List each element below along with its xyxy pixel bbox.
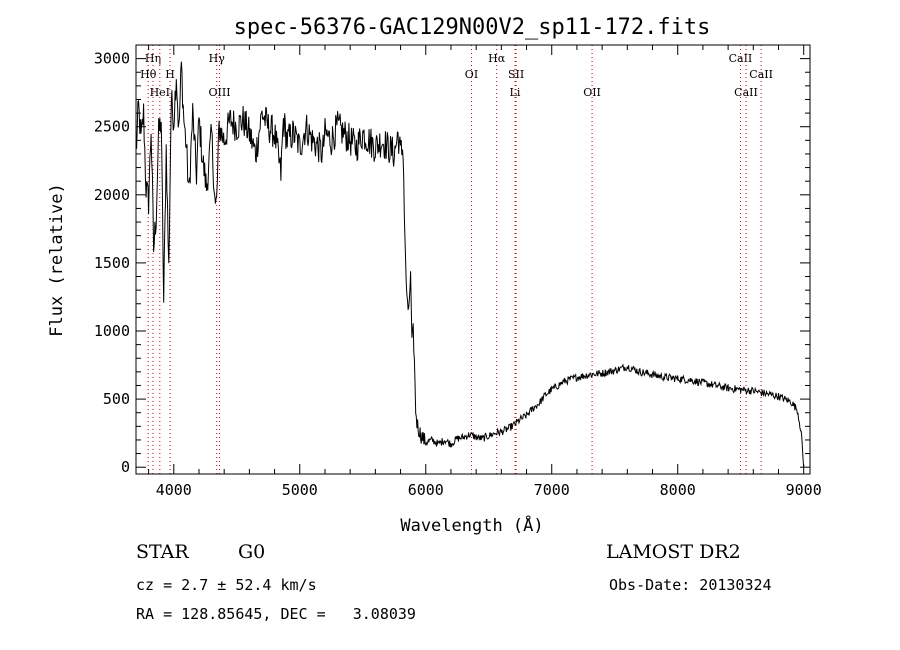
emission-line-label: HeI: [150, 86, 170, 99]
emission-line-label: Li: [510, 86, 521, 99]
x-axis-label: Wavelength (Å): [400, 514, 543, 536]
redshift-readout: cz = 2.7 ± 52.4 km/s: [136, 576, 317, 594]
spectrum-line: [135, 61, 805, 468]
emission-line-label: CaII: [734, 86, 758, 99]
x-tick-label: 4000: [156, 481, 192, 499]
emission-line-label: CaII: [729, 52, 753, 65]
emission-line-label: Hα: [488, 52, 506, 65]
x-tick-label: 9000: [786, 481, 822, 499]
class-label: STAR: [136, 541, 189, 563]
survey-label: LAMOST DR2: [606, 541, 741, 563]
y-tick-label: 0: [121, 458, 130, 476]
y-tick-label: 1500: [94, 254, 130, 272]
emission-line-label: OI: [465, 68, 478, 81]
emission-line-label: H: [165, 68, 175, 81]
emission-line-label: Hγ: [209, 52, 226, 65]
spectrum-series: [135, 61, 805, 468]
x-tick-label: 7000: [534, 481, 570, 499]
obs-date-readout: Obs-Date: 20130324: [609, 576, 772, 594]
emission-line-label: Hη: [145, 52, 161, 65]
x-tick-label: 6000: [408, 481, 444, 499]
x-tick-label: 5000: [282, 481, 318, 499]
y-axis-label: Flux (relative): [47, 183, 67, 337]
plot-axes: 4000 5000 6000 7000 8000 9000 0 500 1000 1500 2000…: [94, 44, 822, 499]
emission-line-label: Hθ: [140, 68, 157, 81]
plot-frame: [135, 44, 811, 475]
y-tick-label: 3000: [94, 50, 130, 68]
subclass-label: G0: [238, 541, 266, 563]
coordinates-readout: RA = 128.85645, DEC = 3.08039: [136, 605, 416, 623]
chart-title: spec-56376-GAC129N00V2_sp11-172.fits: [234, 15, 711, 40]
y-tick-label: 2500: [94, 118, 130, 136]
emission-line-label: OIII: [208, 86, 230, 99]
y-tick-label: 1000: [94, 322, 130, 340]
x-tick-label: 8000: [660, 481, 696, 499]
y-tick-label: 500: [103, 390, 130, 408]
emission-line-label: SII: [508, 68, 524, 81]
emission-line-label: OII: [583, 86, 601, 99]
y-tick-label: 2000: [94, 186, 130, 204]
emission-line-label: CaII: [749, 68, 773, 81]
